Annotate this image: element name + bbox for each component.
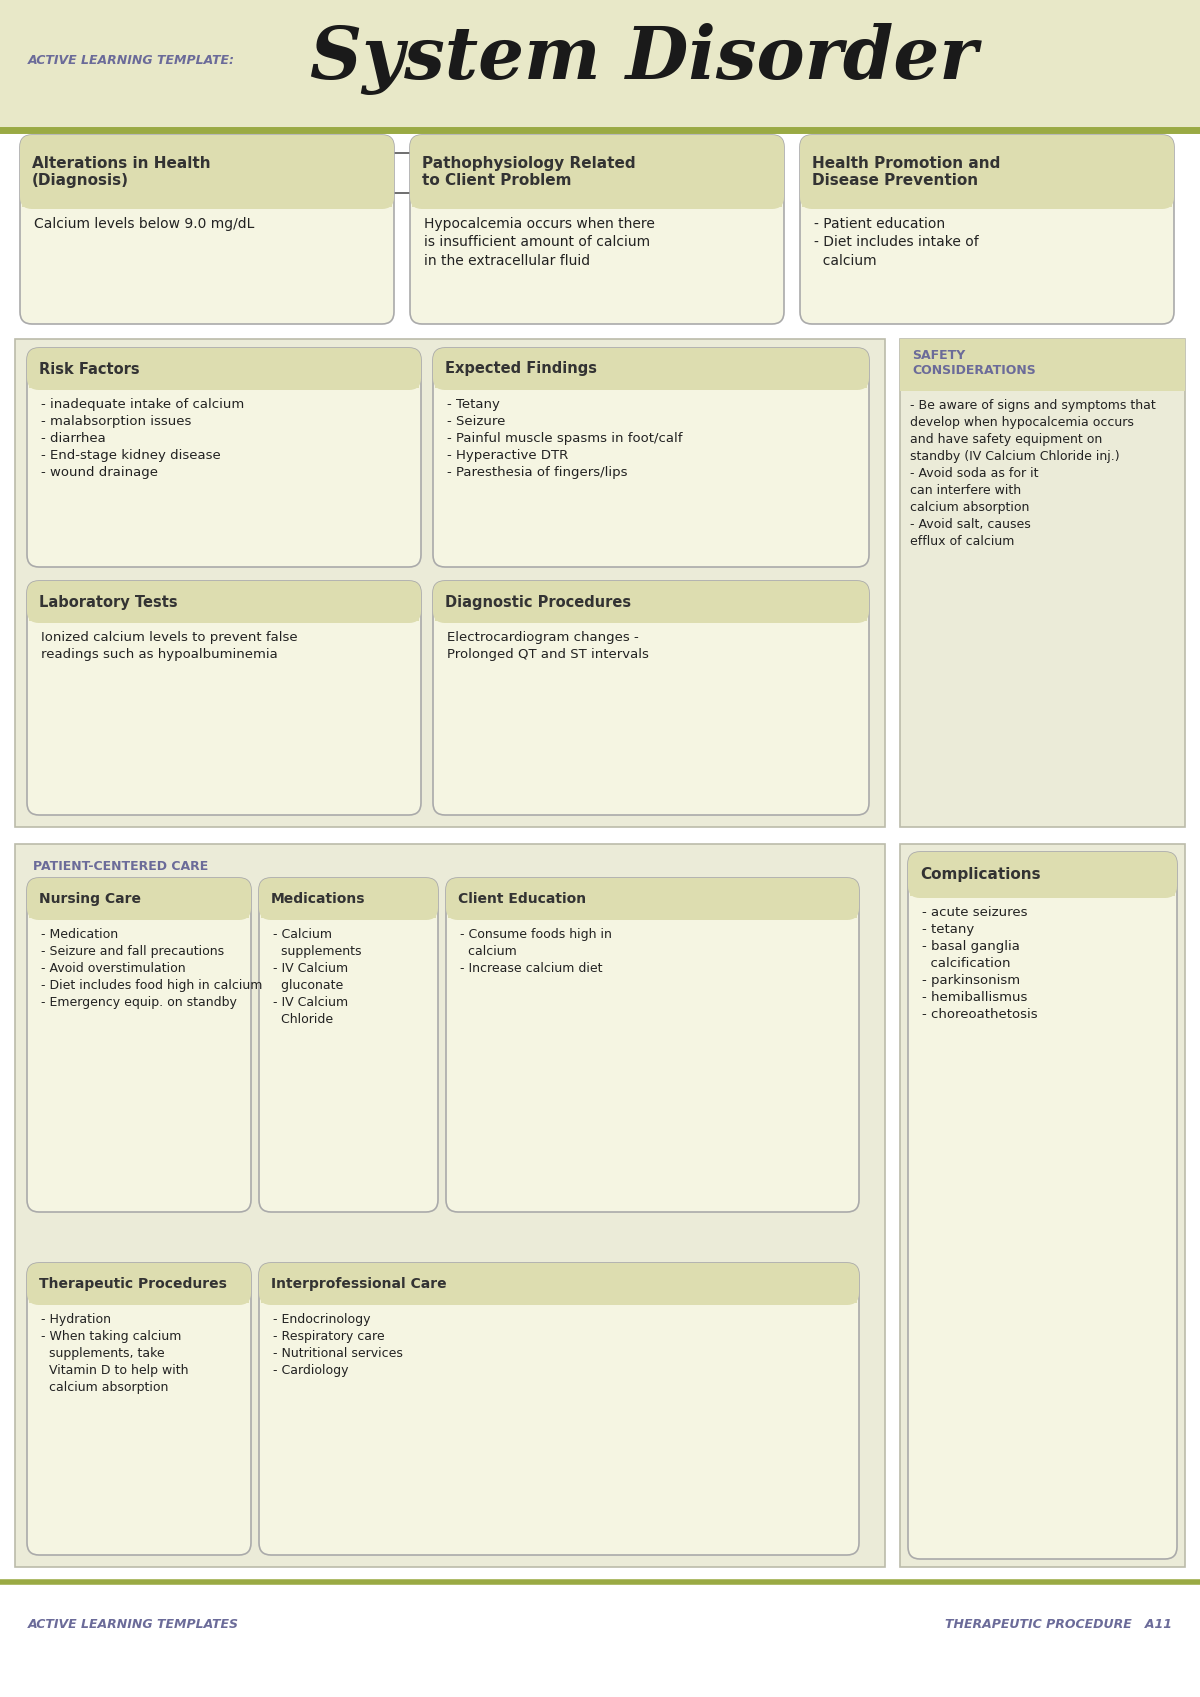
Text: THERAPEUTIC PROCEDURE   A11: THERAPEUTIC PROCEDURE A11: [946, 1619, 1172, 1631]
Text: ACTIVE LEARNING TEMPLATES: ACTIVE LEARNING TEMPLATES: [28, 1619, 239, 1631]
FancyBboxPatch shape: [448, 899, 857, 918]
FancyBboxPatch shape: [29, 368, 419, 389]
FancyBboxPatch shape: [910, 876, 1175, 896]
Text: Calcium levels below 9.0 mg/dL: Calcium levels below 9.0 mg/dL: [34, 217, 254, 231]
Text: - Consume foods high in
  calcium
- Increase calcium diet: - Consume foods high in calcium - Increa…: [460, 928, 612, 976]
Text: - Calcium
  supplements
- IV Calcium
  gluconate
- IV Calcium
  Chloride: - Calcium supplements - IV Calcium gluco…: [274, 928, 361, 1027]
Text: Expected Findings: Expected Findings: [445, 361, 598, 377]
FancyBboxPatch shape: [28, 580, 421, 815]
FancyBboxPatch shape: [29, 1285, 250, 1303]
Text: Hypocalcemia: Hypocalcemia: [218, 171, 326, 187]
FancyBboxPatch shape: [28, 348, 421, 390]
FancyBboxPatch shape: [29, 602, 419, 621]
Text: Laboratory Tests: Laboratory Tests: [38, 594, 178, 609]
FancyBboxPatch shape: [20, 136, 394, 324]
Text: Therapeutic Procedures: Therapeutic Procedures: [38, 1278, 227, 1291]
FancyBboxPatch shape: [14, 843, 886, 1566]
FancyBboxPatch shape: [14, 339, 886, 826]
Text: - Hydration
- When taking calcium
  supplements, take
  Vitamin D to help with
 : - Hydration - When taking calcium supple…: [41, 1313, 188, 1393]
Text: ASSESSMENT: ASSESSMENT: [34, 355, 126, 368]
Text: Nursing Care: Nursing Care: [38, 893, 142, 906]
Text: - Patient education
- Diet includes intake of
  calcium: - Patient education - Diet includes inta…: [814, 217, 979, 268]
FancyBboxPatch shape: [259, 1263, 859, 1554]
Text: 44: 44: [860, 154, 881, 173]
Text: Risk Factors: Risk Factors: [38, 361, 139, 377]
Text: PATIENT-CENTERED CARE: PATIENT-CENTERED CARE: [34, 860, 209, 872]
FancyBboxPatch shape: [800, 136, 1174, 324]
FancyBboxPatch shape: [28, 877, 251, 1212]
FancyBboxPatch shape: [28, 1263, 251, 1554]
Text: Hypocalcemia occurs when there
is insufficient amount of calcium
in the extracel: Hypocalcemia occurs when there is insuff…: [424, 217, 655, 268]
Text: Electrocardiogram changes -
Prolonged QT and ST intervals: Electrocardiogram changes - Prolonged QT…: [446, 631, 649, 662]
Text: - acute seizures
- tetany
- basal ganglia
  calcification
- parkinsonism
- hemib: - acute seizures - tetany - basal gangli…: [922, 906, 1038, 1022]
Text: Health Promotion and
Disease Prevention: Health Promotion and Disease Prevention: [812, 156, 1001, 188]
Text: SAFETY
CONSIDERATIONS: SAFETY CONSIDERATIONS: [912, 350, 1036, 377]
Text: DISORDER/DISEASE PROCESS: DISORDER/DISEASE PROCESS: [28, 187, 211, 197]
FancyBboxPatch shape: [900, 843, 1186, 1566]
Text: Interprofessional Care: Interprofessional Care: [271, 1278, 446, 1291]
FancyBboxPatch shape: [28, 348, 421, 567]
FancyBboxPatch shape: [433, 580, 869, 623]
FancyBboxPatch shape: [20, 136, 394, 209]
FancyBboxPatch shape: [800, 136, 1174, 209]
Text: Complications: Complications: [920, 867, 1040, 882]
FancyBboxPatch shape: [29, 899, 250, 918]
Text: Ionized calcium levels to prevent false
readings such as hypoalbuminemia: Ionized calcium levels to prevent false …: [41, 631, 298, 662]
Text: REVIEW MODULE
CHAPTER: REVIEW MODULE CHAPTER: [630, 153, 736, 175]
FancyBboxPatch shape: [412, 171, 782, 207]
FancyBboxPatch shape: [410, 136, 784, 209]
Text: Client Education: Client Education: [458, 893, 586, 906]
FancyBboxPatch shape: [802, 171, 1172, 207]
FancyBboxPatch shape: [908, 852, 1177, 898]
FancyBboxPatch shape: [259, 877, 438, 1212]
FancyBboxPatch shape: [433, 580, 869, 815]
FancyBboxPatch shape: [262, 1285, 857, 1303]
FancyBboxPatch shape: [0, 0, 1200, 131]
Text: STUDENT NAME: STUDENT NAME: [28, 153, 127, 163]
FancyBboxPatch shape: [28, 580, 421, 623]
Text: ACTIVE LEARNING TEMPLATE:: ACTIVE LEARNING TEMPLATE:: [28, 54, 235, 68]
Text: - inadequate intake of calcium
- malabsorption issues
- diarrhea
- End-stage kid: - inadequate intake of calcium - malabso…: [41, 399, 245, 479]
FancyBboxPatch shape: [28, 1263, 251, 1305]
FancyBboxPatch shape: [433, 348, 869, 567]
FancyBboxPatch shape: [900, 339, 1186, 826]
FancyBboxPatch shape: [259, 877, 438, 920]
Text: Medications: Medications: [271, 893, 366, 906]
Text: - Be aware of signs and symptoms that
develop when hypocalcemia occurs
and have : - Be aware of signs and symptoms that de…: [910, 399, 1156, 548]
FancyBboxPatch shape: [908, 852, 1177, 1560]
FancyBboxPatch shape: [446, 877, 859, 920]
FancyBboxPatch shape: [28, 877, 251, 920]
FancyBboxPatch shape: [22, 171, 392, 207]
FancyBboxPatch shape: [259, 1263, 859, 1305]
FancyBboxPatch shape: [410, 136, 784, 324]
Text: Alterations in Health
(Diagnosis): Alterations in Health (Diagnosis): [32, 156, 211, 188]
FancyBboxPatch shape: [900, 339, 1186, 390]
FancyBboxPatch shape: [262, 899, 436, 918]
Text: - Medication
- Seizure and fall precautions
- Avoid overstimulation
- Diet inclu: - Medication - Seizure and fall precauti…: [41, 928, 263, 1010]
FancyBboxPatch shape: [446, 877, 859, 1212]
FancyBboxPatch shape: [436, 368, 866, 389]
FancyBboxPatch shape: [436, 602, 866, 621]
FancyBboxPatch shape: [433, 348, 869, 390]
Text: - Endocrinology
- Respiratory care
- Nutritional services
- Cardiology: - Endocrinology - Respiratory care - Nut…: [274, 1313, 403, 1376]
Text: Diagnostic Procedures: Diagnostic Procedures: [445, 594, 631, 609]
Text: - Tetany
- Seizure
- Painful muscle spasms in foot/calf
- Hyperactive DTR
- Pare: - Tetany - Seizure - Painful muscle spas…: [446, 399, 683, 479]
Text: System Disorder: System Disorder: [310, 24, 978, 95]
Text: Pathophysiology Related
to Client Problem: Pathophysiology Related to Client Proble…: [422, 156, 636, 188]
